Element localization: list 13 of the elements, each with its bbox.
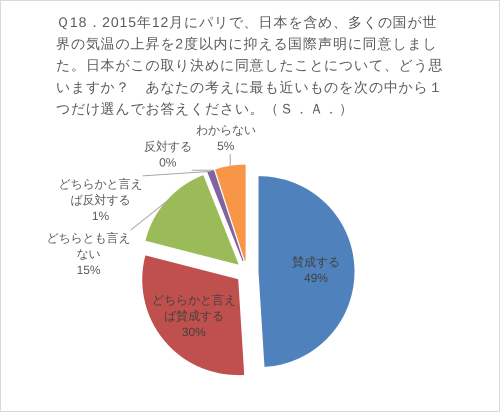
- data-label: 5%: [217, 139, 235, 154]
- slice-label: どちらとも言えない: [46, 231, 131, 262]
- slice-label: どちらかと言えば賛成する: [152, 292, 236, 323]
- slice-label: 賛成する: [292, 254, 340, 269]
- slice-label: どちらかと言えば反対する: [58, 176, 142, 207]
- category-label: 反対する: [144, 140, 192, 154]
- chart-title: Ｑ18．2015年12月にパリで、日本を含め、多くの国が世界の気温の上昇を2度以内に抑える国際声明に同意しました。日本がこの取り決めに同意したことについて、どう思いますか？ あなたの考えに最も近いものを次の中から１つだけ選んでお答えください。（Ｓ．Ａ．）: [56, 14, 444, 116]
- text: 0%: [159, 156, 176, 170]
- data-label: 30%: [182, 324, 206, 339]
- data-label: 15%: [76, 263, 101, 278]
- data-label: 49%: [304, 270, 328, 285]
- data-label: 1%: [92, 208, 110, 223]
- slice-label: わからない: [196, 123, 256, 138]
